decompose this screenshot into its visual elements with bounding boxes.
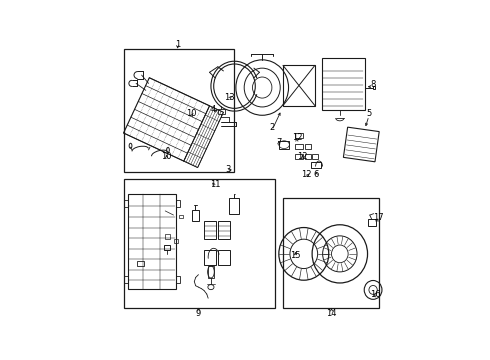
Text: 13: 13	[223, 93, 234, 102]
Text: 9: 9	[196, 309, 201, 318]
Bar	[343, 127, 379, 162]
Text: 10: 10	[186, 109, 197, 118]
Text: 12: 12	[292, 133, 302, 142]
Bar	[283, 66, 315, 105]
Bar	[204, 250, 217, 265]
Bar	[373, 86, 375, 90]
Bar	[283, 198, 379, 308]
Bar	[312, 154, 318, 159]
Bar	[218, 221, 230, 239]
Text: 8: 8	[370, 80, 376, 89]
Bar	[192, 210, 199, 221]
Text: 12: 12	[297, 152, 308, 161]
Bar	[295, 154, 303, 159]
Text: 1: 1	[175, 40, 180, 49]
Bar	[176, 200, 180, 207]
Text: 5: 5	[367, 109, 371, 118]
Bar	[124, 276, 128, 283]
Bar	[123, 78, 210, 161]
Text: 3: 3	[225, 165, 230, 174]
Text: 14: 14	[326, 309, 337, 318]
Text: 17: 17	[373, 213, 384, 222]
Bar	[179, 215, 183, 218]
Bar	[204, 221, 217, 239]
Bar	[279, 141, 290, 149]
Text: 6: 6	[314, 170, 319, 179]
Bar	[295, 133, 303, 138]
Bar	[128, 194, 176, 288]
Bar	[322, 58, 365, 110]
Text: 2: 2	[270, 123, 274, 132]
Bar	[123, 49, 235, 172]
Text: 7: 7	[276, 139, 282, 148]
Bar	[368, 219, 376, 226]
Text: 11: 11	[210, 180, 220, 189]
Bar	[165, 234, 170, 239]
Bar	[138, 261, 144, 266]
Bar	[218, 109, 225, 114]
Bar	[123, 179, 275, 308]
Bar	[305, 144, 311, 149]
Text: 4: 4	[211, 105, 216, 114]
Bar	[305, 154, 311, 159]
Bar	[311, 162, 321, 168]
Bar	[164, 245, 170, 250]
Bar	[218, 250, 230, 265]
Bar	[124, 200, 128, 207]
Bar	[184, 106, 223, 167]
Bar	[229, 198, 240, 214]
Bar	[173, 239, 178, 243]
Bar	[295, 144, 303, 149]
Text: 10: 10	[161, 152, 172, 161]
Bar	[208, 266, 214, 278]
Text: 12: 12	[301, 170, 312, 179]
Text: 16: 16	[370, 289, 381, 298]
Bar	[176, 276, 180, 283]
Text: 15: 15	[290, 251, 301, 260]
